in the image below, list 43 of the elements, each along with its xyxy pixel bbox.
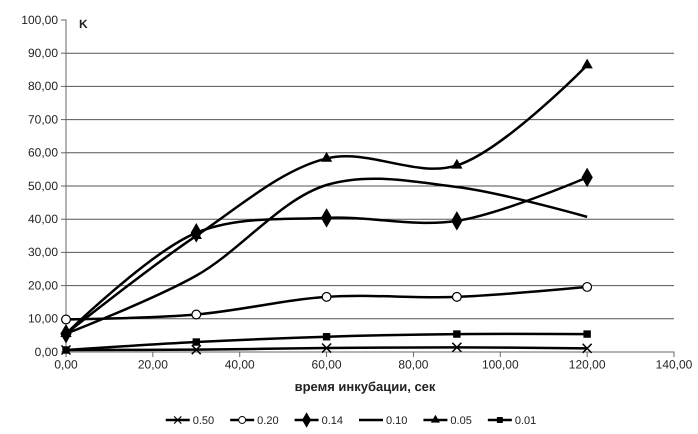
legend-label: 0.10 — [386, 415, 408, 427]
point — [61, 314, 71, 324]
legend-label: 0.14 — [322, 415, 343, 427]
y-tick-label: 90,00 — [28, 46, 58, 60]
x-tick-label: 20,00 — [138, 358, 168, 372]
point — [322, 333, 330, 340]
point — [320, 152, 332, 162]
x-tick-label: 0,00 — [54, 358, 78, 372]
legend-label: 0.01 — [514, 415, 536, 427]
y-tick-label: 50,00 — [28, 178, 58, 193]
x-axis-title: время инкубации, сек — [294, 379, 436, 394]
point — [582, 58, 593, 68]
y-tick-label: 100,00 — [21, 12, 58, 27]
point — [582, 343, 592, 354]
point — [322, 292, 332, 302]
point — [583, 330, 591, 338]
y-tick-label: 0,00 — [34, 344, 58, 359]
point — [451, 158, 462, 169]
x-tick-label: 140,00 — [656, 358, 693, 372]
point — [321, 342, 332, 354]
y-tick-label: 10,00 — [28, 312, 58, 326]
point — [192, 338, 200, 346]
point — [453, 330, 461, 338]
y-tick-label: 60,00 — [28, 146, 58, 160]
point — [452, 292, 462, 302]
y-axis-title: K — [79, 17, 88, 31]
point — [191, 344, 202, 355]
x-tick-label: 120,00 — [568, 358, 606, 372]
x-tick-label: 60,00 — [312, 358, 342, 372]
point — [582, 282, 592, 292]
legend-label: 0.20 — [257, 415, 279, 427]
y-tick-label: 20,00 — [28, 278, 58, 292]
legend-label: 0.05 — [450, 415, 472, 427]
y-tick-label: 80,00 — [28, 79, 58, 94]
y-tick-label: 70,00 — [28, 112, 58, 126]
x-tick-label: 40,00 — [224, 358, 256, 372]
x-tick-label: 100,00 — [482, 358, 519, 372]
y-tick-label: 30,00 — [28, 245, 58, 260]
x-tick-label: 80,00 — [398, 358, 429, 372]
legend-label: 0.50 — [192, 415, 214, 427]
point — [191, 310, 202, 320]
point — [452, 342, 462, 353]
y-tick-label: 40,00 — [28, 212, 58, 226]
